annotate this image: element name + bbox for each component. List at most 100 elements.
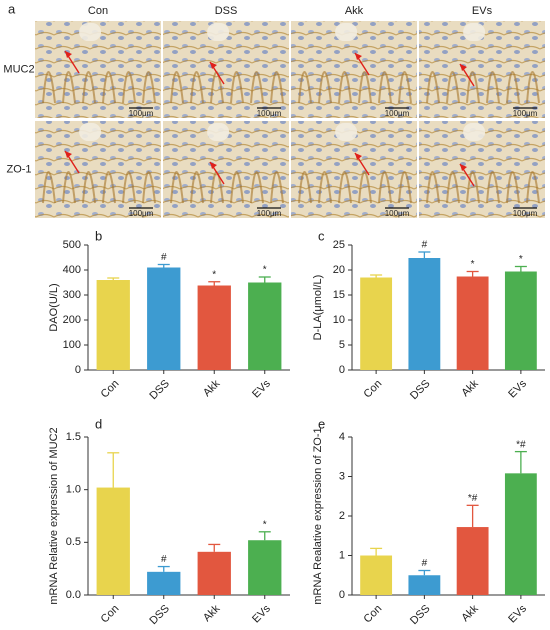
crypt	[62, 171, 76, 204]
scale-label: 100μm	[513, 109, 538, 118]
scale-label: 100μm	[129, 209, 154, 218]
crypt	[526, 71, 540, 104]
significance-label: #	[422, 558, 428, 569]
significance-label: *	[263, 265, 267, 276]
y-axis-label: DAO(U/L)	[48, 283, 60, 331]
lumen	[463, 123, 486, 141]
y-tick-label: 100	[63, 339, 81, 351]
crypt	[250, 171, 264, 204]
crypt	[526, 171, 540, 204]
panel-label: c	[318, 228, 325, 243]
y-tick-label: 3	[339, 470, 345, 482]
x-tick-label: DSS	[147, 378, 171, 402]
arrow-head	[355, 153, 362, 160]
y-tick-label: 0.5	[66, 536, 81, 548]
row-label: ZO-1	[6, 163, 31, 175]
scale-label: 100μm	[385, 109, 410, 118]
crypt	[398, 171, 412, 204]
bar	[96, 487, 130, 595]
significance-label: *	[471, 259, 475, 270]
y-axis-label: mRNA Realative expression of ZO-1	[312, 427, 324, 604]
arrow-head	[460, 164, 467, 171]
crypt	[298, 71, 312, 104]
panel-label: a	[8, 1, 16, 16]
x-tick-label: EVs	[506, 377, 529, 400]
significance-label: *	[212, 269, 216, 280]
y-tick-label: 25	[333, 239, 345, 251]
significance-label: *#	[516, 439, 526, 450]
crypt	[230, 171, 244, 204]
crypt	[62, 71, 76, 104]
y-tick-label: 1.0	[66, 484, 81, 496]
crypt	[82, 171, 96, 204]
crypt	[270, 71, 284, 104]
y-tick-label: 1	[339, 549, 345, 561]
arrow-head	[65, 151, 72, 158]
panel-label: e	[318, 416, 325, 431]
bar	[197, 551, 231, 595]
x-tick-label: DSS	[147, 603, 171, 627]
bar	[248, 282, 282, 370]
crypt	[358, 171, 372, 204]
lumen	[463, 23, 486, 41]
y-tick-label: 500	[63, 239, 81, 251]
bar	[360, 555, 393, 595]
column-label: Con	[88, 5, 108, 17]
bar	[456, 527, 489, 595]
crypt	[122, 171, 136, 204]
column-label: DSS	[215, 5, 238, 17]
crypt	[82, 71, 96, 104]
crypt	[446, 171, 460, 204]
bar	[504, 473, 537, 595]
y-axis-label: D-LA(μmol/L)	[312, 275, 324, 341]
crypt	[102, 171, 116, 204]
crypt	[250, 71, 264, 104]
lumen	[335, 23, 358, 41]
crypt	[298, 171, 312, 204]
crypt	[506, 71, 520, 104]
crypt	[338, 171, 352, 204]
panel-label: b	[95, 228, 102, 243]
crypt	[170, 171, 184, 204]
lumen	[207, 123, 230, 141]
bar	[197, 285, 231, 370]
x-tick-label: Con	[362, 378, 385, 401]
y-tick-label: 0	[339, 589, 345, 601]
bar	[504, 271, 537, 370]
arrow-head	[210, 162, 217, 169]
x-tick-label: DSS	[408, 378, 432, 402]
scale-label: 100μm	[129, 109, 154, 118]
crypt	[190, 171, 204, 204]
bar	[360, 277, 393, 370]
row-label: MUC2	[3, 63, 34, 75]
arrow-head	[460, 64, 467, 71]
y-tick-label: 2	[339, 510, 345, 522]
x-tick-label: Con	[362, 603, 385, 626]
x-tick-label: EVs	[250, 602, 273, 625]
arrow-head	[210, 62, 217, 69]
crypt	[486, 71, 500, 104]
significance-label: #	[422, 240, 428, 251]
crypt	[446, 71, 460, 104]
scale-label: 100μm	[257, 209, 282, 218]
crypt	[122, 71, 136, 104]
y-tick-label: 0	[339, 364, 345, 376]
y-tick-label: 10	[333, 314, 345, 326]
crypt	[358, 71, 372, 104]
scale-label: 100μm	[513, 209, 538, 218]
crypt	[170, 71, 184, 104]
crypt	[338, 71, 352, 104]
y-tick-label: 300	[63, 289, 81, 301]
significance-label: *#	[468, 493, 478, 504]
crypt	[398, 71, 412, 104]
x-tick-label: Akk	[459, 377, 481, 399]
y-tick-label: 0	[75, 364, 81, 376]
lumen	[79, 123, 102, 141]
x-tick-label: EVs	[506, 602, 529, 625]
crypt	[486, 171, 500, 204]
crypt	[318, 171, 332, 204]
x-tick-label: Akk	[201, 377, 223, 399]
y-tick-label: 200	[63, 314, 81, 326]
